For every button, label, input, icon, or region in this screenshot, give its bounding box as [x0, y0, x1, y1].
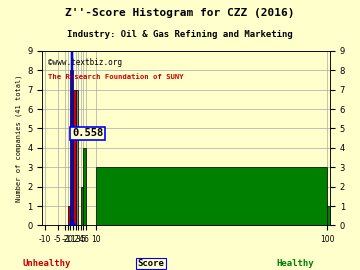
- Text: Z''-Score Histogram for CZZ (2016): Z''-Score Histogram for CZZ (2016): [65, 8, 295, 18]
- Bar: [83, 148, 86, 225]
- Text: Unhealthy: Unhealthy: [23, 259, 71, 268]
- Bar: [71, 70, 73, 225]
- Bar: [96, 167, 327, 225]
- Text: Score: Score: [138, 259, 165, 268]
- Text: Industry: Oil & Gas Refining and Marketing: Industry: Oil & Gas Refining and Marketi…: [67, 30, 293, 39]
- Bar: [76, 90, 78, 225]
- Bar: [327, 206, 330, 225]
- Text: 0.558: 0.558: [72, 128, 103, 138]
- Y-axis label: Number of companies (41 total): Number of companies (41 total): [15, 75, 22, 202]
- Bar: [73, 90, 76, 225]
- Text: The Research Foundation of SUNY: The Research Foundation of SUNY: [48, 74, 184, 80]
- Text: ©www.textbiz.org: ©www.textbiz.org: [48, 58, 122, 67]
- Bar: [81, 187, 83, 225]
- Bar: [68, 206, 71, 225]
- Text: Healthy: Healthy: [276, 259, 314, 268]
